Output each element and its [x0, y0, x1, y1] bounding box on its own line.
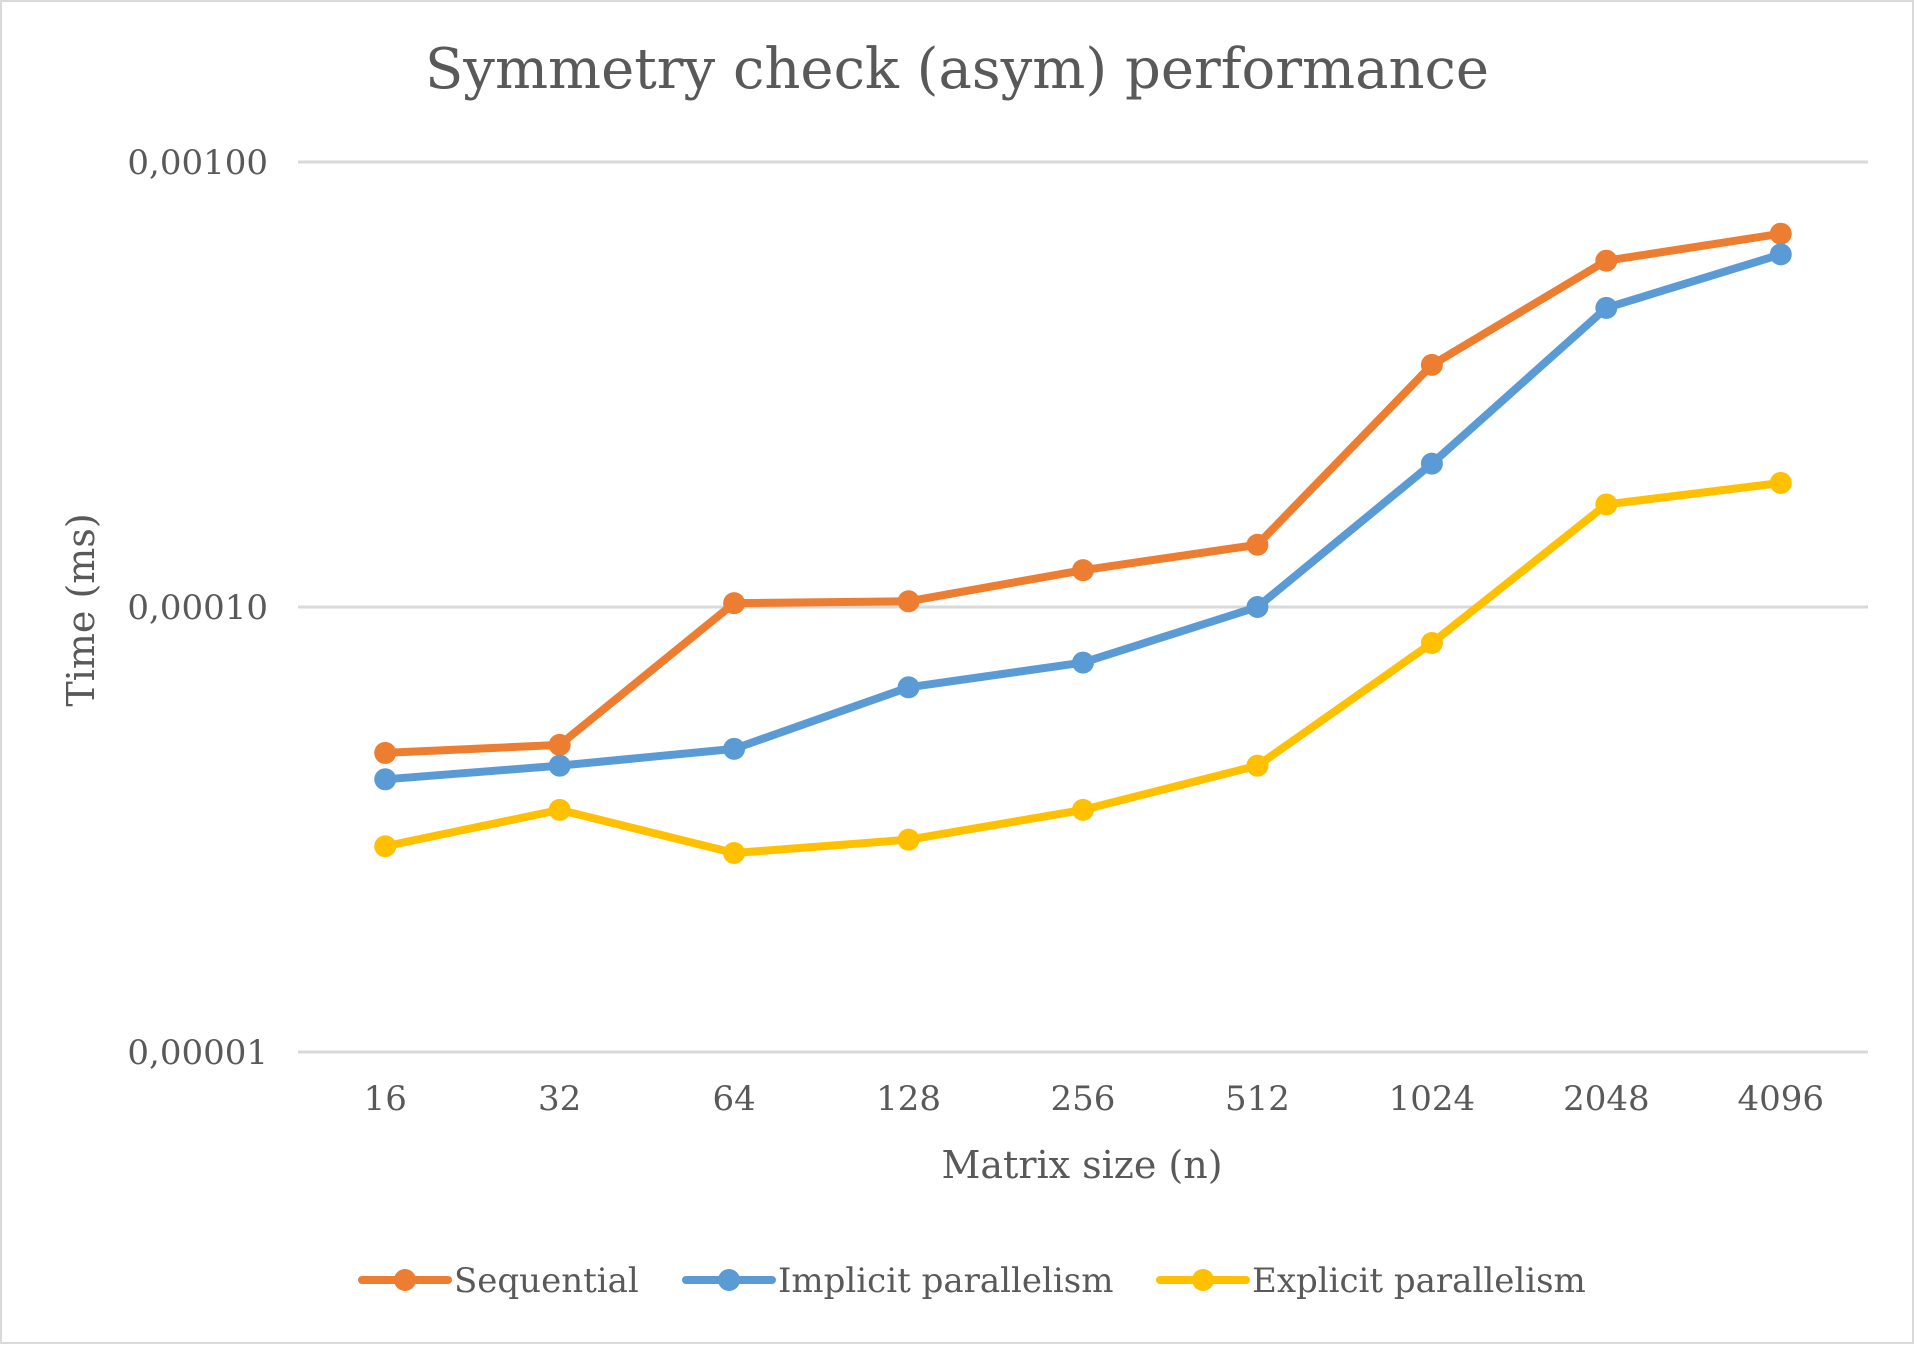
- gridlines: [298, 160, 1868, 1054]
- legend-label: Explicit parallelism: [1252, 1261, 1586, 1301]
- data-point: [548, 754, 571, 777]
- data-point: [897, 590, 920, 613]
- x-axis-title: Matrix size (n): [941, 1143, 1222, 1187]
- series-points: [374, 222, 1792, 865]
- data-point: [897, 676, 920, 699]
- legend-label: Sequential: [454, 1261, 639, 1301]
- x-tick-label: 1024: [1389, 1079, 1476, 1119]
- data-point: [1420, 452, 1443, 475]
- data-point: [374, 741, 397, 764]
- data-point: [1595, 296, 1618, 319]
- legend-swatch-marker: [394, 1269, 416, 1291]
- legend-swatch-marker: [1192, 1269, 1214, 1291]
- y-tick-label: 0,00100: [127, 143, 268, 183]
- data-point: [1246, 596, 1269, 618]
- y-axis-ticks: 0,00100 0,00010 0,00001: [127, 143, 268, 1073]
- data-point: [1420, 353, 1443, 376]
- x-tick-label: 512: [1225, 1079, 1290, 1119]
- series-line: [381, 229, 1785, 757]
- data-point: [723, 842, 746, 865]
- y-tick-label: 0,00010: [127, 588, 268, 628]
- data-point: [1072, 559, 1094, 582]
- x-tick-label: 32: [538, 1079, 581, 1119]
- x-tick-label: 64: [712, 1079, 755, 1119]
- series-lines: [381, 229, 1785, 858]
- x-tick-label: 16: [364, 1079, 407, 1119]
- data-point: [897, 828, 920, 851]
- data-point: [1769, 471, 1792, 494]
- legend-swatch-marker: [718, 1269, 740, 1291]
- y-axis-title: Time (ms): [59, 513, 103, 706]
- series-line: [381, 250, 1785, 784]
- legend: Sequential Implicit parallelism Explicit p…: [358, 1261, 1586, 1301]
- data-point: [1769, 243, 1792, 266]
- data-point: [723, 592, 746, 615]
- data-point: [1072, 798, 1094, 821]
- x-tick-label: 128: [876, 1079, 941, 1119]
- data-point: [1072, 651, 1094, 674]
- data-point: [1246, 533, 1269, 556]
- data-point: [1595, 493, 1618, 516]
- data-point: [374, 768, 397, 791]
- x-tick-label: 4096: [1738, 1079, 1825, 1119]
- data-point: [1595, 249, 1618, 272]
- data-point: [1420, 632, 1443, 655]
- y-tick-label: 0,00001: [127, 1033, 268, 1073]
- data-point: [723, 737, 746, 760]
- legend-label: Implicit parallelism: [778, 1261, 1113, 1301]
- data-point: [548, 733, 571, 756]
- data-point: [1769, 222, 1792, 245]
- data-point: [548, 798, 571, 821]
- x-tick-label: 256: [1051, 1079, 1116, 1119]
- x-tick-label: 2048: [1563, 1079, 1650, 1119]
- data-point: [374, 835, 397, 858]
- x-axis-ticks: 16 32 64 128 256 512 1024 2048 4096: [364, 1079, 1824, 1119]
- data-point: [1246, 754, 1269, 777]
- chart-title: Symmetry check (asym) performance: [425, 37, 1489, 102]
